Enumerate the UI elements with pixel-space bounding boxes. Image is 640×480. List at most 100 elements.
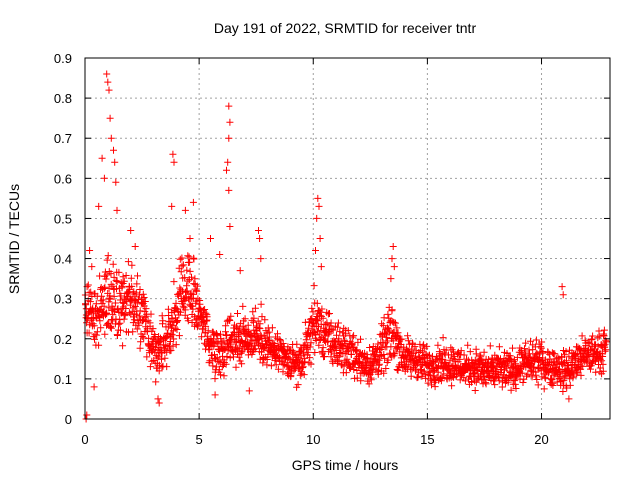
data-point	[307, 339, 315, 347]
data-point	[526, 350, 533, 358]
data-point	[201, 306, 209, 313]
data-point	[136, 307, 144, 315]
data-point	[308, 315, 316, 323]
y-tick-label: 0.9	[54, 51, 72, 66]
data-point	[430, 358, 438, 366]
data-point	[109, 260, 117, 268]
data-point	[519, 379, 527, 386]
data-point	[394, 329, 402, 337]
data-point	[107, 134, 115, 142]
data-point	[167, 346, 175, 354]
data-point	[217, 371, 224, 379]
data-point	[201, 339, 208, 347]
data-point	[181, 306, 189, 314]
data-point	[213, 332, 221, 340]
data-point	[313, 299, 321, 307]
data-point	[150, 346, 158, 353]
data-point	[486, 342, 494, 350]
data-point	[87, 288, 95, 296]
data-point	[382, 339, 390, 347]
data-point	[368, 361, 376, 369]
data-point	[113, 206, 121, 214]
data-point	[377, 346, 385, 353]
data-point	[334, 323, 342, 331]
data-point	[227, 312, 235, 320]
data-point	[183, 282, 191, 290]
data-point	[267, 362, 275, 370]
data-point	[594, 334, 602, 342]
data-point	[104, 252, 112, 260]
data-point	[116, 319, 124, 327]
data-point	[179, 302, 187, 310]
data-point	[141, 313, 149, 321]
data-point	[239, 302, 247, 310]
data-point	[255, 324, 263, 332]
plot-frame	[84, 57, 611, 420]
data-point	[170, 158, 178, 166]
data-point	[563, 384, 571, 392]
data-point	[306, 354, 314, 362]
data-point	[223, 353, 231, 360]
x-tick-label: 10	[306, 432, 320, 447]
data-point	[93, 328, 101, 336]
data-point	[312, 247, 319, 254]
data-point	[448, 382, 456, 390]
data-point	[235, 324, 243, 332]
data-point	[457, 347, 465, 355]
data-point	[270, 340, 278, 347]
data-point	[350, 332, 358, 340]
data-point	[146, 319, 154, 327]
data-point	[119, 273, 127, 281]
data-point	[194, 295, 202, 303]
data-point	[178, 254, 186, 262]
data-point	[113, 278, 121, 285]
data-point	[563, 357, 570, 365]
data-point	[521, 345, 528, 353]
data-point	[188, 273, 195, 281]
data-point	[110, 146, 117, 154]
data-point	[91, 335, 98, 343]
data-point	[222, 360, 230, 368]
data-point	[305, 324, 313, 332]
data-point	[86, 298, 94, 306]
data-point	[103, 70, 111, 78]
data-point	[181, 297, 189, 305]
data-point	[561, 351, 568, 359]
data-point	[143, 353, 151, 361]
data-point	[599, 353, 607, 360]
data-point	[136, 344, 144, 352]
data-point	[599, 367, 607, 375]
data-point	[335, 335, 343, 343]
data-point	[159, 317, 167, 325]
data-point	[471, 387, 479, 394]
data-point	[495, 377, 503, 385]
data-point	[220, 337, 228, 345]
data-point	[407, 372, 415, 380]
y-tick-label: 0.2	[54, 332, 72, 347]
data-point	[316, 235, 324, 242]
data-point	[181, 274, 189, 282]
data-point	[194, 321, 202, 329]
data-point	[405, 361, 413, 369]
data-point	[565, 395, 573, 403]
data-point	[442, 346, 450, 354]
data-point	[189, 305, 197, 313]
data-point	[98, 292, 106, 300]
data-point	[463, 355, 470, 363]
data-point	[452, 372, 460, 380]
data-point	[378, 344, 386, 352]
data-point	[234, 310, 241, 317]
data-point	[131, 243, 139, 250]
data-point	[511, 380, 519, 388]
data-point	[146, 363, 154, 371]
data-point	[321, 353, 328, 360]
data-point	[222, 328, 229, 336]
data-point	[133, 325, 141, 333]
data-point	[534, 381, 542, 389]
data-point	[381, 354, 389, 362]
data-point	[133, 280, 141, 288]
data-point	[315, 341, 323, 349]
data-point	[301, 358, 309, 366]
data-point	[227, 340, 235, 348]
